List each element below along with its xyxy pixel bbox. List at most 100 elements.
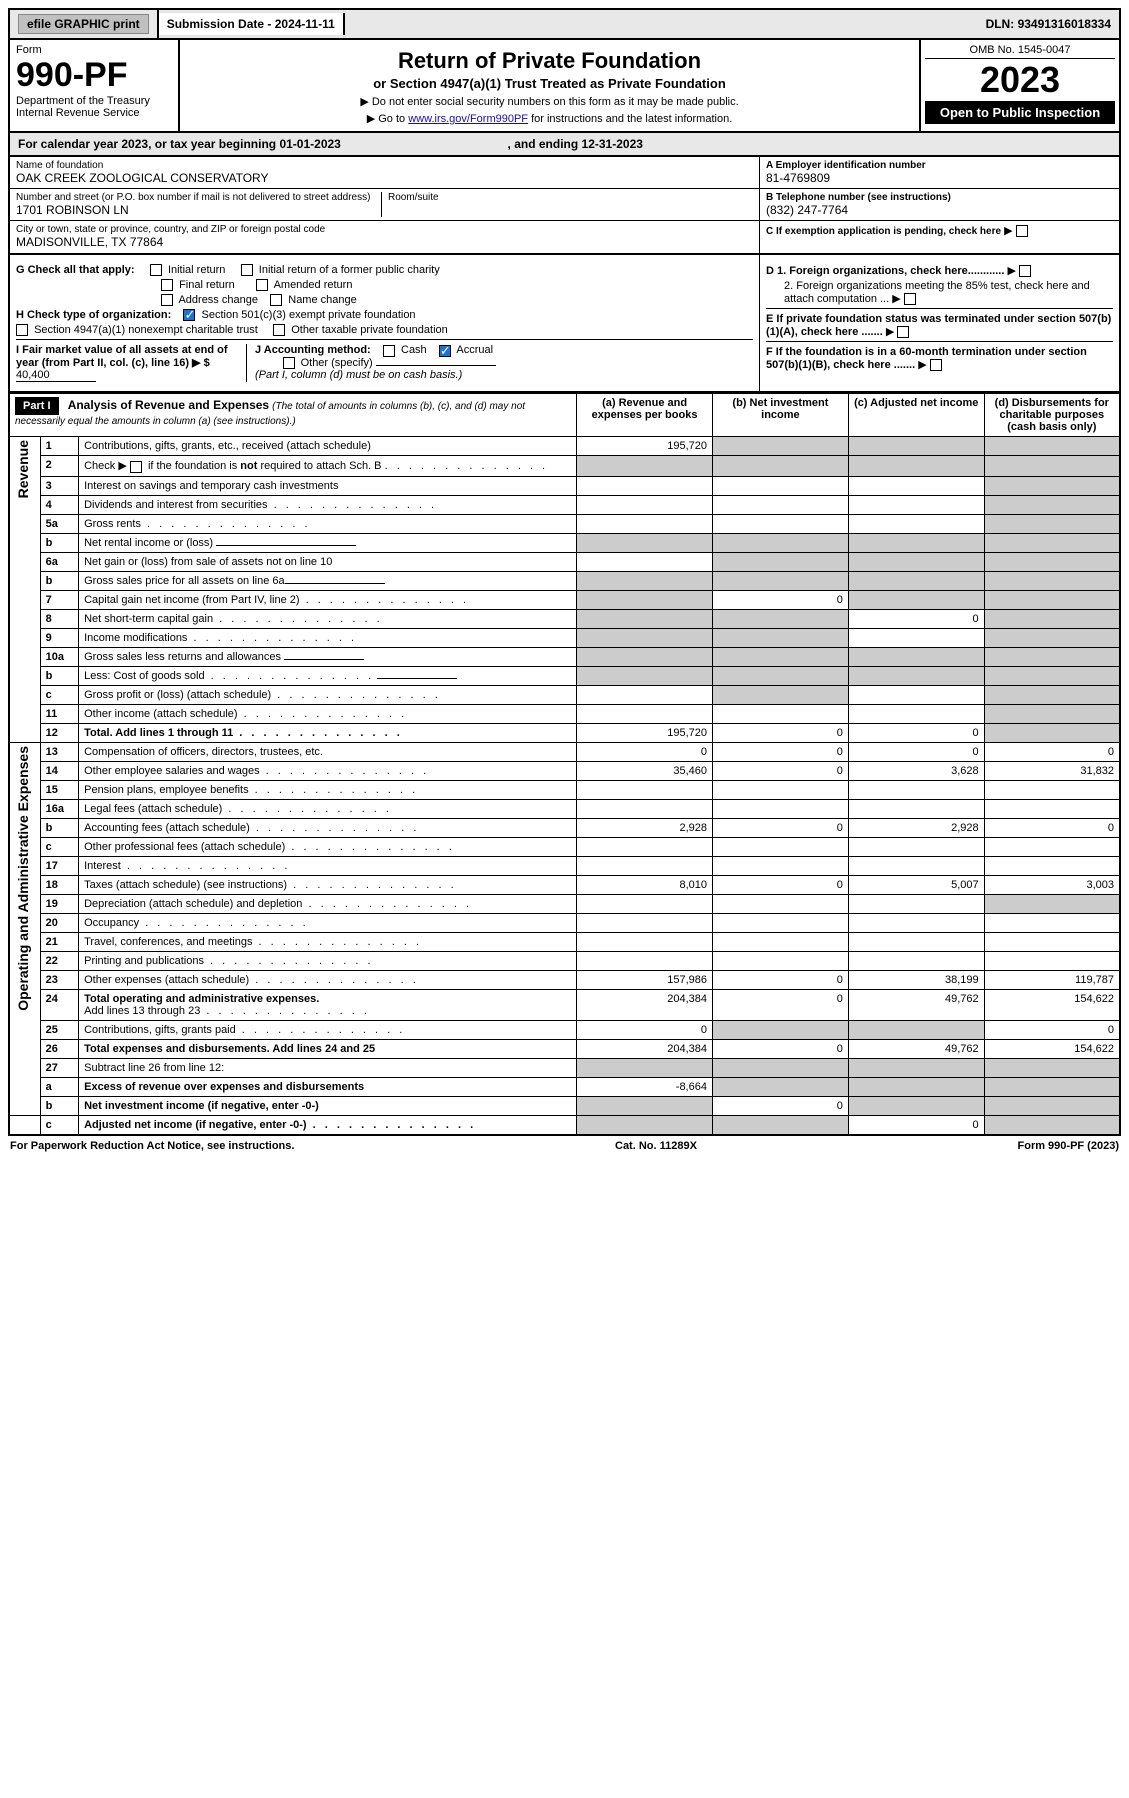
h-501c3-checkbox[interactable] xyxy=(183,309,195,321)
j-note: (Part I, column (d) must be on cash basi… xyxy=(255,369,462,381)
efile-badge: efile GRAPHIC print xyxy=(10,10,159,38)
col-d-header: (d) Disbursements for charitable purpose… xyxy=(984,394,1120,437)
d1-row: D 1. Foreign organizations, check here..… xyxy=(766,264,1113,277)
r1-b xyxy=(712,437,848,456)
r24-a: 204,384 xyxy=(577,989,713,1020)
f-label: F If the foundation is in a 60-month ter… xyxy=(766,346,1087,371)
form-note1: ▶ Do not enter social security numbers o… xyxy=(186,95,913,108)
irs-label: Internal Revenue Service xyxy=(16,107,172,119)
ij-row: I Fair market value of all assets at end… xyxy=(16,339,753,382)
row-1: Revenue 1 Contributions, gifts, grants, … xyxy=(9,437,1120,456)
r27c-c: 0 xyxy=(848,1115,984,1135)
checks-section: G Check all that apply: Initial return I… xyxy=(8,255,1121,393)
submission-date: Submission Date - 2024-11-11 xyxy=(159,13,345,35)
row-26: 26 Total expenses and disbursements. Add… xyxy=(9,1039,1120,1058)
r27a-num: a xyxy=(40,1077,78,1096)
r9-desc: Income modifications xyxy=(79,628,577,647)
row-21: 21 Travel, conferences, and meetings xyxy=(9,932,1120,951)
h-other-checkbox[interactable] xyxy=(273,324,285,336)
j-accrual-checkbox[interactable] xyxy=(439,345,451,357)
r26-a: 204,384 xyxy=(577,1039,713,1058)
cal-end: 12-31-2023 xyxy=(582,137,643,151)
f-checkbox[interactable] xyxy=(930,359,942,371)
ein-label: A Employer identification number xyxy=(766,160,1113,171)
calendar-year-row: For calendar year 2023, or tax year begi… xyxy=(8,133,1121,157)
arrow-icon: ▶ xyxy=(1007,265,1015,277)
r24-c: 49,762 xyxy=(848,989,984,1020)
j-accrual: Accrual xyxy=(456,344,493,356)
r23-desc: Other expenses (attach schedule) xyxy=(79,970,577,989)
row-17: 17 Interest xyxy=(9,856,1120,875)
ein-value: 81-4769809 xyxy=(766,171,1113,185)
h-row2: Section 4947(a)(1) nonexempt charitable … xyxy=(16,324,753,336)
r13-d: 0 xyxy=(984,742,1120,761)
efile-label[interactable]: efile GRAPHIC print xyxy=(18,14,149,34)
r18-d: 3,003 xyxy=(984,875,1120,894)
g-initformer-checkbox[interactable] xyxy=(241,264,253,276)
g-name: Name change xyxy=(288,294,357,306)
g-amended-checkbox[interactable] xyxy=(256,279,268,291)
checks-left: G Check all that apply: Initial return I… xyxy=(10,255,759,391)
form990pf-link[interactable]: www.irs.gov/Form990PF xyxy=(408,113,528,125)
arrow-icon: ▶ xyxy=(886,326,894,338)
j-other-checkbox[interactable] xyxy=(283,357,295,369)
tax-year: 2023 xyxy=(925,59,1115,101)
r1-desc: Contributions, gifts, grants, etc., rece… xyxy=(79,437,577,456)
r25-num: 25 xyxy=(40,1020,78,1039)
identity-left: Name of foundation OAK CREEK ZOOLOGICAL … xyxy=(10,157,759,253)
r27b-desc: Net investment income (if negative, ente… xyxy=(79,1096,577,1115)
r16a-num: 16a xyxy=(40,799,78,818)
row-16b: b Accounting fees (attach schedule) 2,92… xyxy=(9,818,1120,837)
phone-row: B Telephone number (see instructions) (8… xyxy=(760,189,1119,221)
row-19: 19 Depreciation (attach schedule) and de… xyxy=(9,894,1120,913)
r14-c: 3,628 xyxy=(848,761,984,780)
r19-desc: Depreciation (attach schedule) and deple… xyxy=(79,894,577,913)
r4-num: 4 xyxy=(40,495,78,514)
c-checkbox[interactable] xyxy=(1016,225,1028,237)
d1-checkbox[interactable] xyxy=(1019,265,1031,277)
r2-checkbox[interactable] xyxy=(130,461,142,473)
row-9: 9 Income modifications xyxy=(9,628,1120,647)
r18-a: 8,010 xyxy=(577,875,713,894)
note2-pre: ▶ Go to xyxy=(367,113,408,125)
r11-num: 11 xyxy=(40,704,78,723)
city-value: MADISONVILLE, TX 77864 xyxy=(16,235,753,249)
row-10c: c Gross profit or (loss) (attach schedul… xyxy=(9,685,1120,704)
h-4947-checkbox[interactable] xyxy=(16,324,28,336)
r14-d: 31,832 xyxy=(984,761,1120,780)
page-footer: For Paperwork Reduction Act Notice, see … xyxy=(8,1136,1121,1156)
g-addr-checkbox[interactable] xyxy=(161,294,173,306)
r14-desc: Other employee salaries and wages xyxy=(79,761,577,780)
footer-mid: Cat. No. 11289X xyxy=(615,1140,697,1152)
d2-checkbox[interactable] xyxy=(904,293,916,305)
r26-c: 49,762 xyxy=(848,1039,984,1058)
r1-d xyxy=(984,437,1120,456)
e-checkbox[interactable] xyxy=(897,326,909,338)
subdate-label: Submission Date - xyxy=(167,17,275,31)
d1-label: D 1. Foreign organizations, check here..… xyxy=(766,265,1004,277)
r10c-desc: Gross profit or (loss) (attach schedule) xyxy=(79,685,577,704)
city-row: City or town, state or province, country… xyxy=(10,221,759,253)
cal-mid: , and ending xyxy=(508,137,582,151)
row-14: 14 Other employee salaries and wages 35,… xyxy=(9,761,1120,780)
row-5b: b Net rental income or (loss) xyxy=(9,533,1120,552)
r20-num: 20 xyxy=(40,913,78,932)
form-subtitle: or Section 4947(a)(1) Trust Treated as P… xyxy=(186,76,913,91)
form-header-mid: Return of Private Foundation or Section … xyxy=(180,40,919,131)
r13-c: 0 xyxy=(848,742,984,761)
note2-post: for instructions and the latest informat… xyxy=(531,113,732,125)
r13-num: 13 xyxy=(40,742,78,761)
row-13: Operating and Administrative Expenses 13… xyxy=(9,742,1120,761)
r14-a: 35,460 xyxy=(577,761,713,780)
r24-b: 0 xyxy=(712,989,848,1020)
form-header-left: Form 990-PF Department of the Treasury I… xyxy=(10,40,180,131)
r18-b: 0 xyxy=(712,875,848,894)
j-cash-checkbox[interactable] xyxy=(383,345,395,357)
g-initial-checkbox[interactable] xyxy=(150,264,162,276)
g-final-checkbox[interactable] xyxy=(161,279,173,291)
g-name-checkbox[interactable] xyxy=(270,294,282,306)
r23-d: 119,787 xyxy=(984,970,1120,989)
r24-num: 24 xyxy=(40,989,78,1020)
row-16c: c Other professional fees (attach schedu… xyxy=(9,837,1120,856)
row-6b: b Gross sales price for all assets on li… xyxy=(9,571,1120,590)
